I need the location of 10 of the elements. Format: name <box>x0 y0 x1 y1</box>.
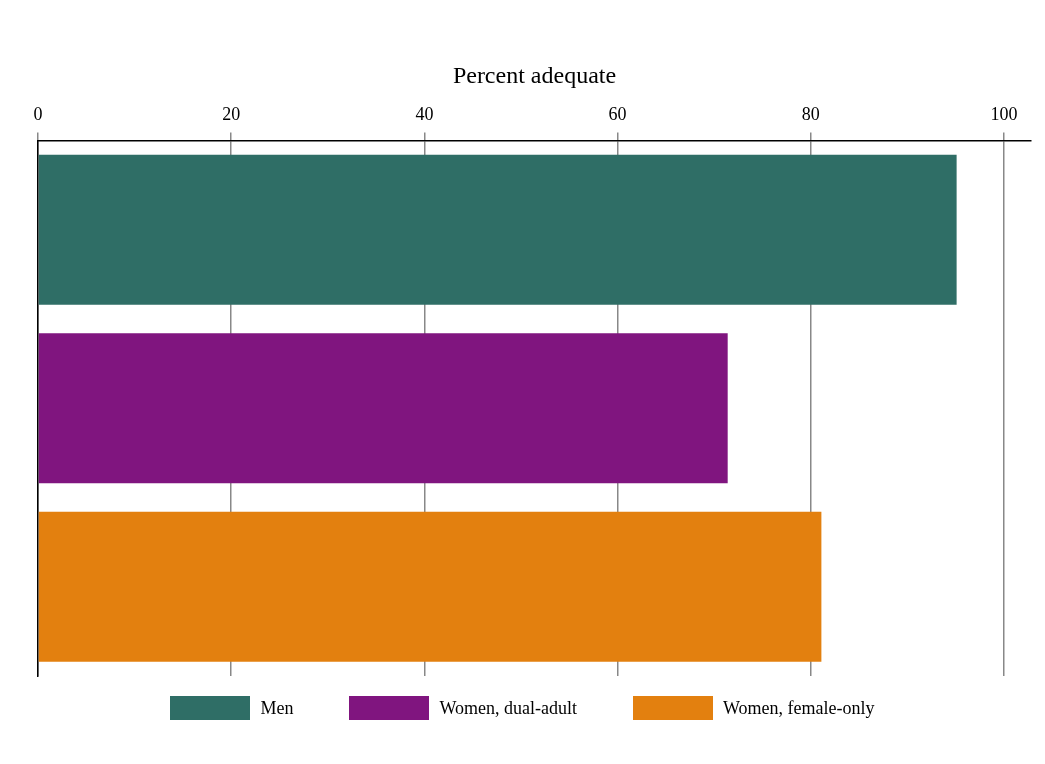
x-tick-label: 40 <box>415 104 434 125</box>
legend-label: Men <box>260 697 294 719</box>
x-tick-label: 0 <box>33 104 43 125</box>
x-tick-label: 20 <box>222 104 241 125</box>
x-tick-label: 80 <box>801 104 820 125</box>
legend-label: Women, dual-adult <box>439 697 577 719</box>
x-tick-label: 60 <box>608 104 627 125</box>
x-tick-label: 100 <box>990 104 1018 125</box>
legend-label: Women, female-only <box>723 697 875 719</box>
x-axis-title: Percent adequate <box>452 61 617 88</box>
